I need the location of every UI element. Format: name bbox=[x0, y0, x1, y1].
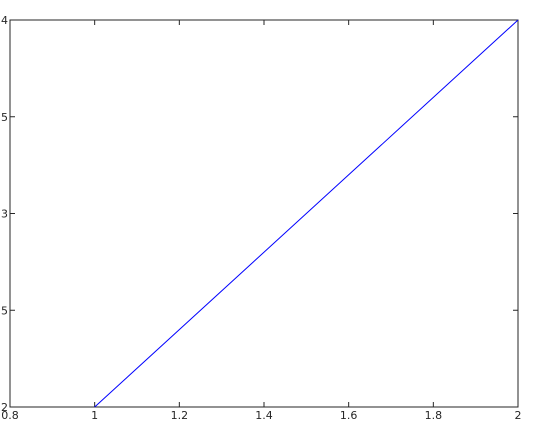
y-tick-label: 3.5 bbox=[0, 111, 8, 124]
y-tick-labels: 2 2.5 3 3.5 4 bbox=[0, 14, 8, 414]
series-line bbox=[94, 19, 519, 408]
x-tick-label: 2 bbox=[515, 409, 522, 422]
axis-ticks bbox=[9, 19, 519, 408]
x-tick-label: 1.2 bbox=[171, 409, 189, 422]
y-tick-label: 3 bbox=[1, 208, 8, 221]
x-tick-label: 1.8 bbox=[425, 409, 443, 422]
x-tick-labels: 0.8 1 1.2 1.4 1.6 1.8 2 bbox=[1, 409, 521, 422]
x-tick-label: 1.4 bbox=[255, 409, 273, 422]
x-tick-label: 1.6 bbox=[340, 409, 358, 422]
y-tick-label: 2 bbox=[1, 401, 8, 414]
plot-area bbox=[9, 19, 519, 408]
y-tick-label: 2.5 bbox=[0, 304, 8, 317]
y-tick-label: 4 bbox=[1, 14, 8, 27]
series-layer bbox=[94, 19, 519, 408]
x-tick-label: 1 bbox=[91, 409, 98, 422]
x-tick-label: 0.8 bbox=[1, 409, 19, 422]
